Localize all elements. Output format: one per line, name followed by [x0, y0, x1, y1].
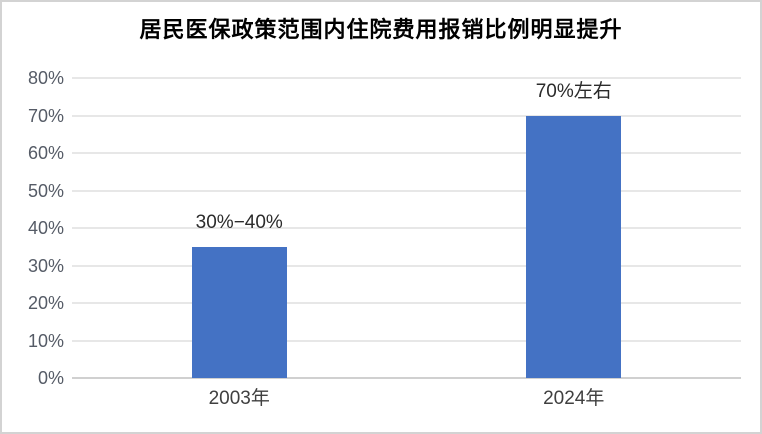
gridline [72, 152, 741, 154]
gridline [72, 302, 741, 304]
gridline [72, 189, 741, 192]
gridline [72, 77, 741, 79]
bar-2024年 [526, 115, 622, 378]
gridline [72, 227, 741, 229]
y-tick-label: 30% [27, 255, 64, 276]
y-tick-label: 80% [27, 68, 64, 88]
y-tick-label: 40% [27, 218, 64, 238]
x-axis-line [72, 377, 741, 379]
y-tick-label: 10% [27, 330, 64, 351]
gridline [72, 114, 741, 117]
bar-2003年 [191, 246, 287, 378]
x-axis-label: 2024年 [543, 388, 605, 409]
y-tick-label: 70% [27, 105, 64, 126]
chart-title: 居民医保政策范围内住院费用报销比例明显提升 [139, 17, 623, 42]
x-axis-label: 2003年 [208, 388, 270, 409]
y-tick-label: 50% [27, 180, 64, 201]
bar-data-label: 70%左右 [535, 80, 612, 102]
y-tick-label: 20% [27, 293, 64, 313]
gridline [72, 264, 741, 267]
bar-data-label: 30%−40% [195, 211, 283, 233]
y-tick-label: 0% [37, 368, 64, 388]
gridline [72, 339, 741, 342]
y-tick-label: 60% [27, 143, 64, 163]
